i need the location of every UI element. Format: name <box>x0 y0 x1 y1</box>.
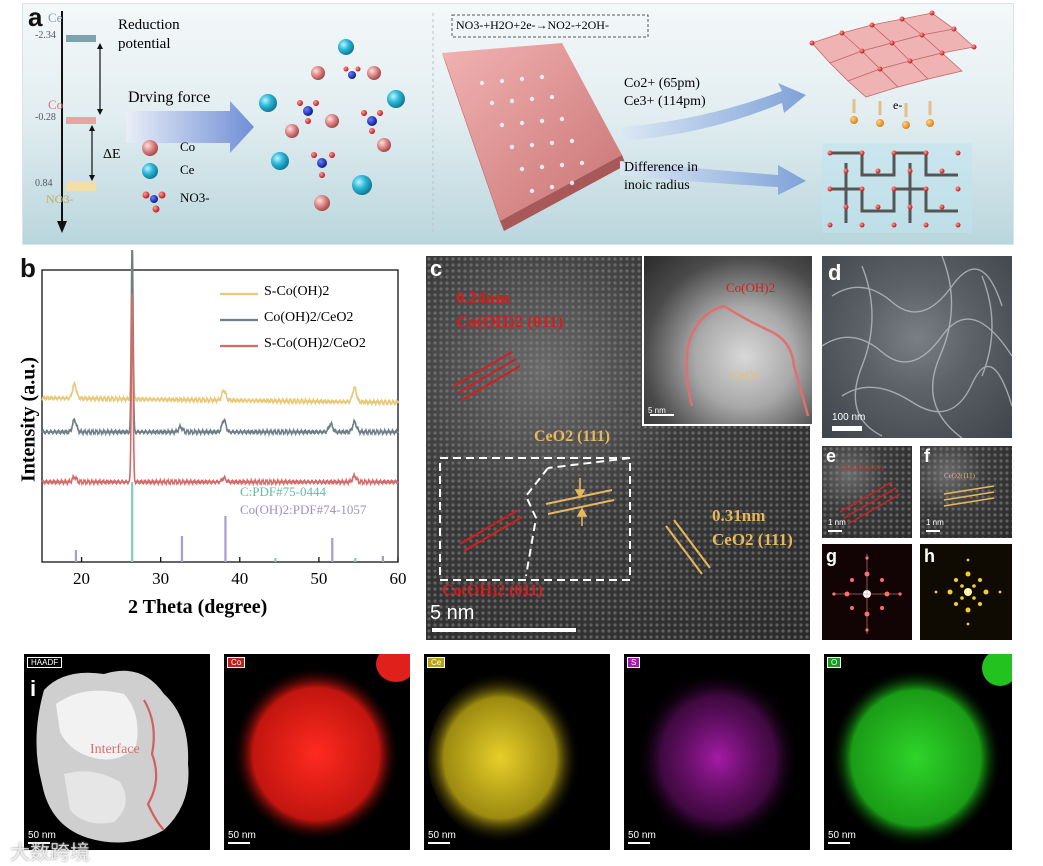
driving-force-label: Drving force <box>128 89 211 106</box>
o-tag: O <box>827 657 842 668</box>
panel-e-scale: 1 nm <box>828 518 846 527</box>
ion-radius-co: Co2+ (65pm) <box>624 76 700 91</box>
haadf-scale: 50 nm <box>28 830 56 841</box>
panel-f-scale: 1 nm <box>926 518 944 527</box>
xrd-tick-label: 40 <box>231 569 248 588</box>
xrd-xlabel: 2 Theta (degree) <box>128 596 268 618</box>
co-oh-lattice <box>811 12 975 98</box>
xrd-chart: 20 30 40 50 60 <box>41 250 407 588</box>
reaction-equation: NO3-+H2O+2e-→NO2-+2OH- <box>456 18 609 32</box>
level-name-no3: NO3- <box>46 192 74 206</box>
panel-h-label: h <box>924 546 935 566</box>
ce-legend-ball <box>142 163 158 179</box>
panel-h-fft <box>920 544 1012 640</box>
ion-cloud <box>259 39 405 211</box>
reaction-box <box>451 14 649 38</box>
difference-line2: inoic radius <box>624 178 690 193</box>
xrd-plot-frame <box>41 269 399 563</box>
electron-label: e- <box>893 98 903 112</box>
energy-axis-arrow <box>57 221 67 233</box>
spacing-111: 0.31nm <box>712 506 766 525</box>
level-bar-ce <box>66 35 96 42</box>
panel-a-schematic <box>57 10 977 235</box>
panel-e-label: e <box>826 446 837 466</box>
panel-c-inset: Co(OH)2 CeO2 5 nm <box>642 256 812 426</box>
panel-b-label: b <box>20 253 36 283</box>
ceo2-lattice <box>822 143 972 233</box>
ce-tag: Ce <box>427 657 446 668</box>
legend-series-3: S-Co(OH)2/CeO2 <box>264 336 366 351</box>
spacing-011: 0.24nm <box>456 288 510 307</box>
legend-series-1: S-Co(OH)2 <box>264 284 330 299</box>
panel-g-fft <box>822 544 912 640</box>
delta-e-label: ΔE <box>103 147 121 162</box>
panel-d-scale: 100 nm <box>832 412 866 423</box>
electrode-slab <box>442 43 626 231</box>
panel-f-hrtem: CeO2(111) 1 nm <box>920 446 1012 538</box>
map-o: O 50 nm <box>824 654 1012 850</box>
co-tag: Co <box>227 657 246 668</box>
map-s: S 50 nm <box>624 654 810 850</box>
ion-radius-arrow-lower <box>620 161 806 195</box>
panel-e-hrtem: Co(OH)2(011) 1 nm <box>822 446 912 538</box>
xrd-tick-label: 20 <box>73 569 90 588</box>
legend-series-2: Co(OH)2/CeO2 <box>264 310 354 325</box>
panel-d-sem: 100 nm <box>822 256 1012 438</box>
co-legend-ball <box>142 140 158 156</box>
level-bar-co <box>66 117 96 124</box>
xrd-tick-label: 60 <box>390 569 407 588</box>
s-scale: 50 nm <box>628 830 656 841</box>
driving-force-arrow <box>126 101 254 153</box>
level-value-no3: 0.84 <box>35 178 53 189</box>
level-name-co: Co <box>48 97 64 112</box>
ref-c-label: C:PDF#75-0444 <box>240 484 326 499</box>
map-haadf: HAADF Interface 50 nm <box>24 654 210 850</box>
panel-d-label: d <box>828 260 842 285</box>
inset-scale: 5 nm <box>648 406 666 415</box>
ion-radius-ce: Ce3+ (114pm) <box>624 94 706 109</box>
level-bar-no3 <box>66 181 96 191</box>
level-value-ce: -2.34 <box>35 30 56 41</box>
panel-a-label: a <box>28 2 43 32</box>
watermark: 大数跨境 <box>10 840 90 864</box>
panel-c-label: c <box>430 256 443 281</box>
s-tag: S <box>627 657 641 668</box>
map-co: Co 50 nm <box>224 654 410 850</box>
panel-c-scale: 5 nm <box>430 602 475 624</box>
haadf-tag: HAADF <box>27 657 63 668</box>
ion-radius-arrow-upper <box>620 83 806 141</box>
plane-ceo2-111: CeO2 (111) <box>712 530 793 549</box>
map-ce: Ce 50 nm <box>424 654 610 850</box>
ce-scale: 50 nm <box>428 830 456 841</box>
panel-i-label: i <box>30 676 37 701</box>
panel-c-hrtem: Co(OH)2 CeO2 5 nm 0.24nm Co(OH)2 (011) C… <box>426 256 812 640</box>
plane-ceo2-111-inset: CeO2 (111) <box>534 428 610 445</box>
xrd-ylabel: Intensity (a.u.) <box>17 357 40 483</box>
level-value-co: -0.28 <box>35 112 56 123</box>
difference-line1: Difference in <box>624 160 698 175</box>
electron-transfer <box>850 99 934 129</box>
legend-co-label: Co <box>180 139 196 154</box>
ref-coh-label: Co(OH)2:PDF#74-1057 <box>240 502 367 517</box>
xrd-tick-label: 50 <box>310 569 327 588</box>
inset-ceo2-label: CeO2 <box>730 368 761 383</box>
legend-no3-label: NO3- <box>180 190 210 205</box>
reduction-potential-label: Reduction potential <box>118 17 180 52</box>
co-scale: 50 nm <box>228 830 256 841</box>
panel-g-label: g <box>826 546 837 566</box>
plane-coh-011: Co(OH)2 (011) <box>456 312 564 331</box>
inset-coh-label: Co(OH)2 <box>726 280 776 295</box>
level-name-ce: Ce <box>48 10 63 25</box>
o-scale: 50 nm <box>828 830 856 841</box>
legend-ce-label: Ce <box>180 162 195 177</box>
plane-coh-011-box: Co(OH)2 (011) <box>442 582 543 599</box>
xrd-series-line <box>41 250 399 408</box>
panel-f-tag: CeO2(111) <box>944 472 975 480</box>
interface-label: Interface <box>90 742 140 757</box>
panel-e-tag: Co(OH)2(011) <box>842 464 884 472</box>
xrd-tick-label: 30 <box>152 569 169 588</box>
panel-f-label: f <box>924 446 930 466</box>
xrd-series-line <box>41 293 399 487</box>
xrd-series-line <box>41 250 399 438</box>
